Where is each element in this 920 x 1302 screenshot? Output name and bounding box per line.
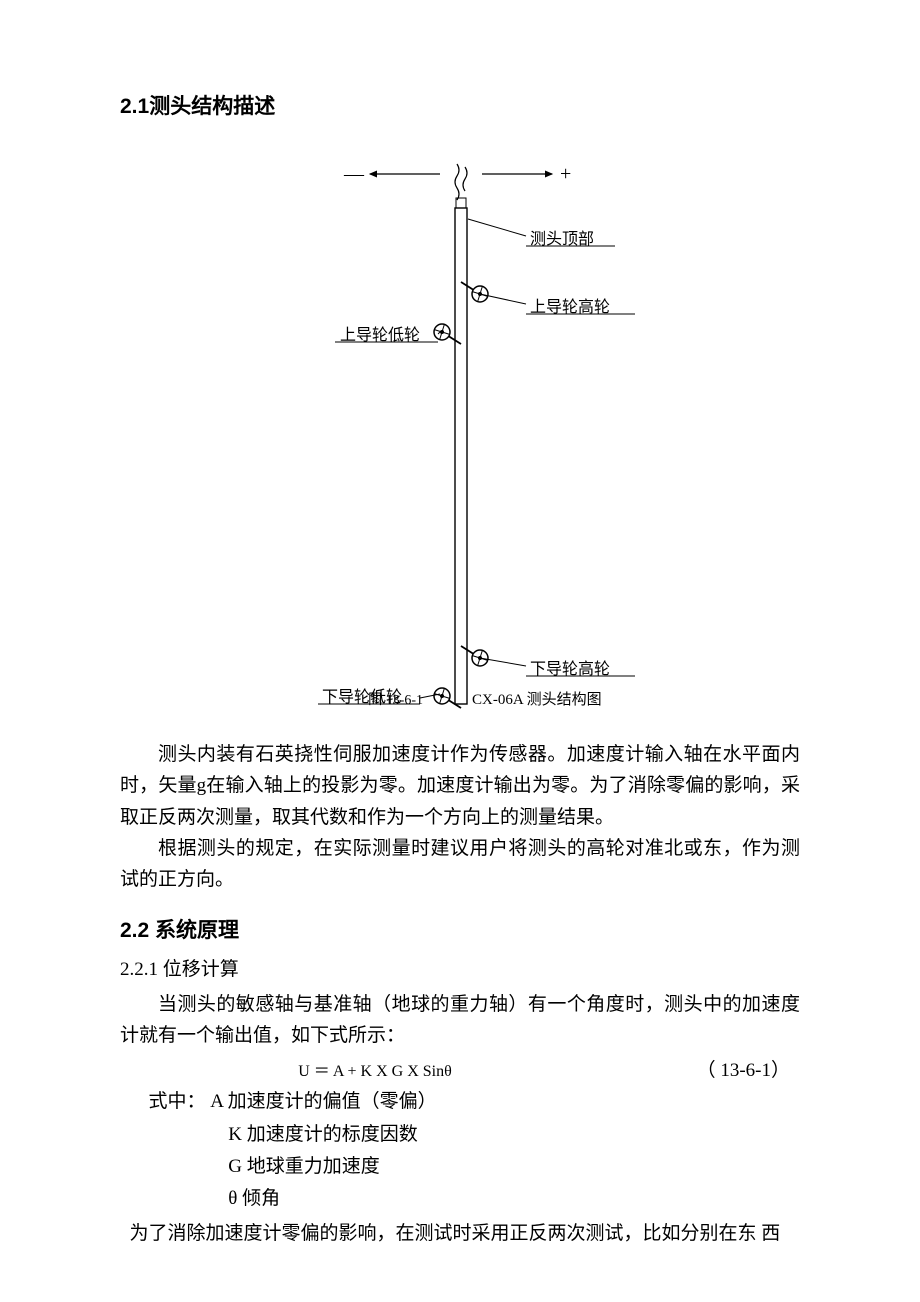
- svg-text:CX-06A 测头结构图: CX-06A 测头结构图: [472, 691, 602, 708]
- equation-text: U ＝ A + K X G X Sinθ: [120, 1057, 630, 1081]
- svg-text:+: +: [560, 163, 571, 185]
- paragraph-4: 为了消除加速度计零偏的影响，在测试时采用正反两次测试，比如分别在东 西: [130, 1218, 801, 1249]
- equation-row: U ＝ A + K X G X Sinθ （ 13-6-1）: [120, 1055, 800, 1082]
- probe-diagram-svg: —+测头顶部上导轮高轮上导轮低轮下导轮高轮下导轮低轮图 13-6-1CX-06A…: [280, 144, 640, 724]
- svg-text:下导轮高轮: 下导轮高轮: [530, 660, 610, 678]
- equation-number: （ 13-6-1）: [630, 1055, 800, 1082]
- definition-A: 式中： A 加速度计的偏值（零偏）: [149, 1086, 801, 1118]
- svg-text:图 13-6-1: 图 13-6-1: [368, 693, 423, 708]
- svg-text:—: —: [343, 163, 365, 185]
- paragraph-2: 根据测头的规定，在实际测量时建议用户将测头的高轮对准北或东，作为测试的正方向。: [120, 833, 800, 896]
- svg-text:上导轮低轮: 上导轮低轮: [340, 326, 420, 344]
- definition-K: K 加速度计的标度因数: [228, 1119, 800, 1151]
- heading-2-1: 2.1测头结构描述: [120, 90, 800, 120]
- figure-probe-structure: —+测头顶部上导轮高轮上导轮低轮下导轮高轮下导轮低轮图 13-6-1CX-06A…: [120, 144, 800, 729]
- paragraph-3: 当测头的敏感轴与基准轴（地球的重力轴）有一个角度时，测头中的加速度计就有一个输出…: [120, 989, 800, 1052]
- paragraph-1: 测头内装有石英挠性伺服加速度计作为传感器。加速度计输入轴在水平面内时，矢量g在输…: [120, 739, 800, 833]
- heading-2-2: 2.2 系统原理: [120, 914, 800, 944]
- document-page: 2.1测头结构描述 —+测头顶部上导轮高轮上导轮低轮下导轮高轮下导轮低轮图 13…: [0, 0, 920, 1302]
- definition-G: G 地球重力加速度: [228, 1151, 800, 1183]
- heading-2-2-1: 2.2.1 位移计算: [120, 954, 800, 981]
- svg-text:上导轮高轮: 上导轮高轮: [530, 298, 610, 316]
- definition-theta: θ 倾角: [228, 1183, 800, 1215]
- svg-text:测头顶部: 测头顶部: [530, 230, 594, 248]
